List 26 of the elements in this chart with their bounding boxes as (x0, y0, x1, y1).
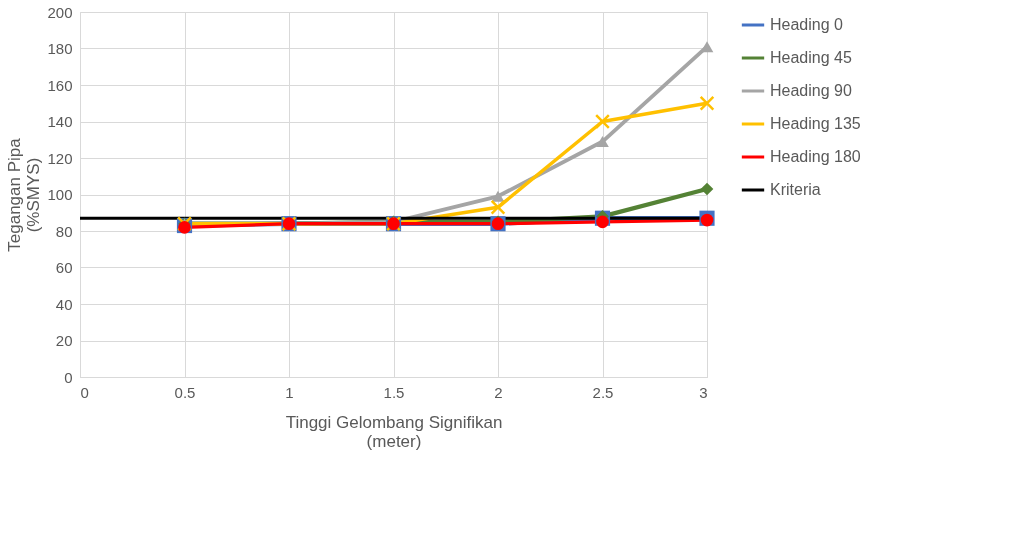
x-axis-title: Tinggi Gelombang Signifikan (meter) (285, 412, 503, 451)
x-tick-label: 1.5 (383, 383, 405, 401)
y-tick-label: 180 (47, 40, 73, 57)
y-tick-label: 0 (64, 368, 73, 386)
x-tick-label: 0 (80, 383, 89, 401)
x-tick-label: 2 (494, 383, 503, 401)
y-tick-label: 120 (47, 149, 73, 167)
y-tick-label: 140 (47, 113, 73, 130)
legend-label: Kriteria (770, 181, 821, 198)
x-tick-label: 3 (699, 383, 708, 401)
y-tick-label: 200 (47, 3, 73, 21)
y-tick-label: 160 (47, 76, 73, 94)
legend-label: Heading 90 (770, 82, 852, 99)
y-tick-label: 80 (55, 222, 73, 240)
x-tick-label: 0.5 (174, 383, 196, 401)
legend-label: Heading 0 (770, 16, 844, 33)
legend-label: Heading 45 (770, 49, 852, 66)
x-tick-label: 2.5 (592, 383, 614, 401)
y-tick-label: 40 (55, 295, 73, 313)
legend-label: Heading 135 (770, 115, 861, 132)
x-tick-label: 1 (285, 383, 294, 401)
legend-label: Heading 180 (770, 148, 861, 165)
y-tick-label: 100 (47, 186, 73, 203)
y-tick-label: 20 (55, 332, 73, 349)
y-axis-title: Tegangan Pipa (%SMYS) (5, 137, 44, 252)
y-tick-label: 60 (55, 259, 73, 276)
